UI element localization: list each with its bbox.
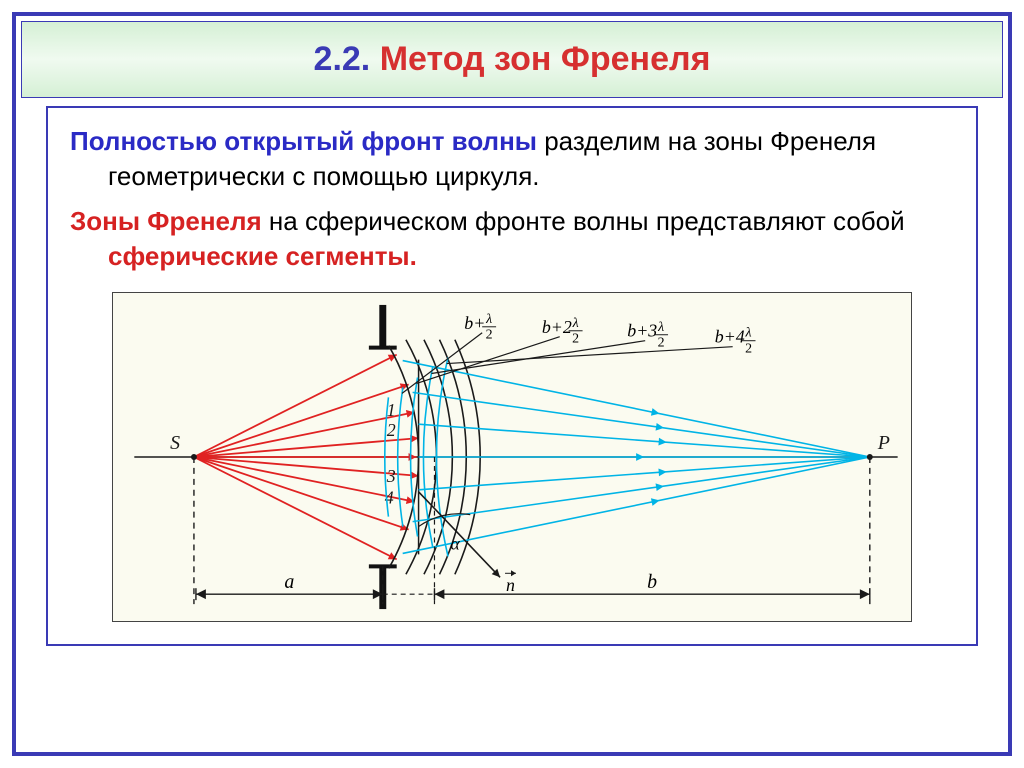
svg-text:2: 2 (387, 421, 396, 441)
svg-text:λ: λ (572, 316, 579, 331)
content: Полностью открытый фронт волны разделим … (46, 106, 978, 646)
svg-text:λ: λ (485, 312, 492, 327)
svg-text:α: α (450, 534, 460, 554)
svg-text:S: S (170, 432, 180, 454)
svg-text:P: P (877, 432, 890, 454)
svg-text:n: n (506, 576, 515, 596)
title-text: Метод зон Френеля (380, 40, 711, 78)
svg-text:b: b (647, 572, 657, 594)
slide-title: 2.2. Метод зон Френеля (21, 21, 1003, 98)
svg-text:λ: λ (745, 326, 752, 341)
p2-emph1: Зоны Френеля (70, 206, 262, 236)
svg-text:2: 2 (658, 336, 665, 351)
svg-text:2: 2 (745, 342, 752, 357)
p2-mid: на сферическом фронте волны представляют… (262, 206, 905, 236)
paragraph-2: Зоны Френеля на сферическом фронте волны… (70, 204, 954, 274)
title-number: 2.2. (314, 40, 371, 78)
fresnel-diagram: 1234b+λ2b+2λ2b+3λ2b+4λ2αnSPab (112, 292, 912, 622)
svg-text:λ: λ (657, 320, 664, 335)
svg-text:b+4: b+4 (715, 327, 745, 347)
svg-text:2: 2 (486, 328, 493, 343)
p1-emph: Полностью открытый фронт волны (70, 126, 537, 156)
svg-text:b+3: b+3 (627, 321, 657, 341)
svg-text:2: 2 (572, 332, 579, 347)
paragraph-1: Полностью открытый фронт волны разделим … (70, 124, 954, 194)
svg-text:a: a (284, 572, 294, 594)
svg-text:b+2: b+2 (542, 317, 572, 337)
svg-text:3: 3 (386, 466, 396, 486)
p2-emph2: сферические сегменты. (108, 241, 417, 271)
svg-text:b+: b+ (464, 313, 485, 333)
